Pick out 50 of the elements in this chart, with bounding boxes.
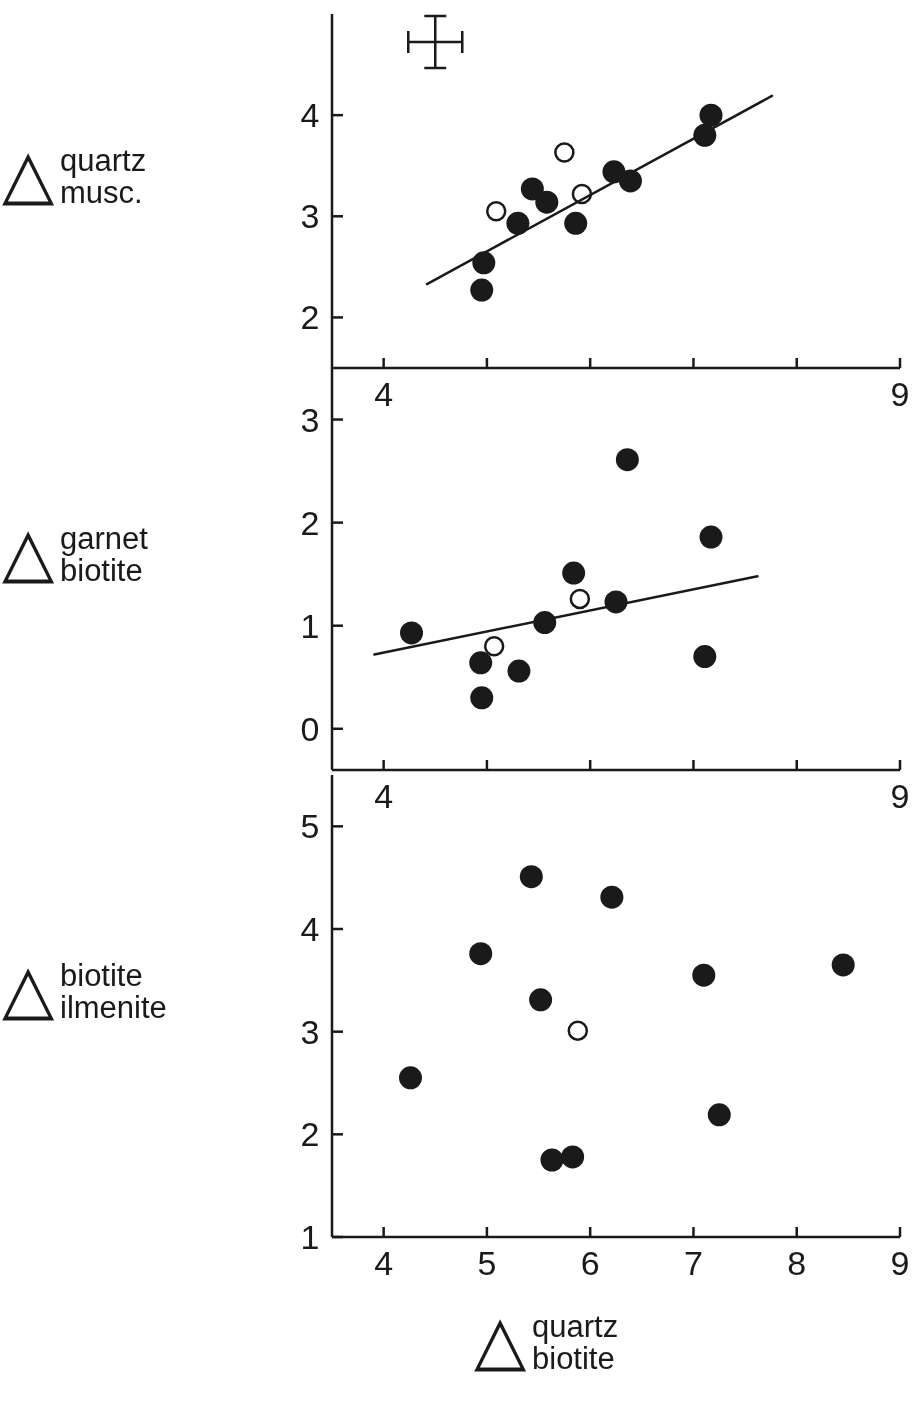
point — [692, 963, 716, 987]
point — [564, 211, 588, 235]
point — [398, 1066, 422, 1090]
y-tick-label: 1 — [300, 606, 320, 645]
point — [699, 525, 723, 549]
point — [506, 211, 530, 235]
point — [519, 865, 543, 889]
point — [472, 251, 496, 275]
y-tick-label: 5 — [300, 807, 320, 846]
point — [469, 651, 493, 675]
y-tick-label: 3 — [300, 400, 320, 439]
point — [485, 200, 507, 222]
x-tick-label: 5 — [477, 1244, 497, 1282]
point — [535, 190, 559, 214]
point — [483, 636, 505, 657]
point — [562, 561, 586, 585]
y-tick-label: 1 — [300, 1218, 320, 1256]
point — [831, 953, 855, 977]
point — [561, 1145, 585, 1169]
x-tick-label: 4 — [374, 1244, 394, 1282]
point — [615, 448, 639, 472]
y-tick-label: 4 — [300, 910, 320, 948]
point — [707, 1103, 731, 1127]
point — [520, 177, 544, 201]
point — [569, 588, 591, 610]
point — [529, 988, 553, 1012]
y-tick-label: 3 — [300, 1012, 320, 1051]
y-tick-label: 3 — [300, 197, 320, 236]
point — [554, 142, 575, 163]
point — [507, 659, 531, 683]
point — [469, 942, 493, 966]
point — [400, 621, 424, 645]
y-tick-label: 2 — [300, 298, 320, 337]
y-tick-label: 2 — [300, 503, 320, 542]
point — [470, 278, 494, 302]
x-tick-label: 8 — [787, 1244, 807, 1282]
y-tick-label: 0 — [300, 709, 320, 748]
point — [567, 1020, 589, 1041]
point — [470, 686, 494, 710]
point — [600, 885, 624, 909]
x-tick-label: 7 — [683, 1244, 703, 1282]
x-tick-label: 9 — [890, 1244, 910, 1282]
x-tick-label: 6 — [580, 1244, 600, 1282]
y-tick-label: 2 — [300, 1115, 320, 1154]
point — [699, 103, 723, 127]
point — [693, 645, 717, 669]
y-tick-label: 4 — [300, 96, 320, 135]
x-tick-label: 9 — [890, 375, 910, 413]
x-tick-label: 9 — [890, 777, 910, 815]
point — [540, 1148, 564, 1172]
